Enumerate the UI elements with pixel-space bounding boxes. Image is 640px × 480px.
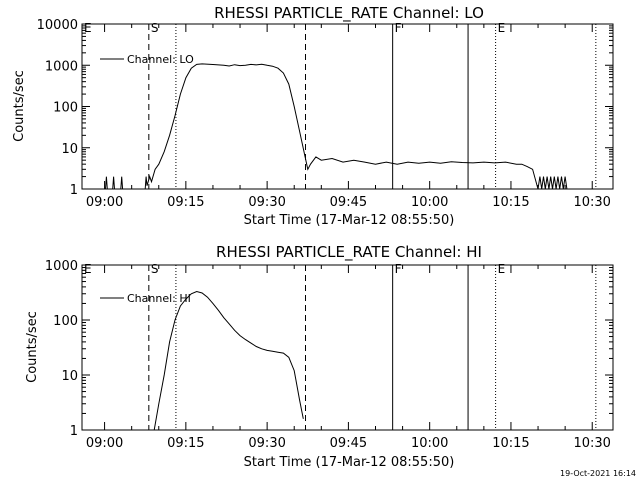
plot-frame [81,264,614,431]
chart-title: RHESSI PARTICLE_RATE Channel: LO [214,4,484,23]
x-tick-label: 10:00 [411,436,448,451]
x-axis: 09:00 09:15 09:30 09:45 10:00 10:15 10:30 [86,24,611,210]
time-marker-label: S [151,21,159,35]
x-tick-label: 10:15 [492,436,529,451]
y-axis: 1 10 100 1000 [45,259,613,439]
y-axis-label: Counts/sec [25,311,40,383]
time-marker-label: F [395,21,402,35]
time-marker-label: E [84,21,92,35]
time-marker-label: S [151,262,159,276]
y-tick-label: 100 [53,101,78,116]
time-marker-label: E [498,21,506,35]
footer-timestamp: 19-Oct-2021 16:14 [560,469,636,478]
x-tick-label: 10:30 [573,436,610,451]
x-tick-label: 09:00 [86,436,123,451]
legend-label: Channel: HI [127,292,191,305]
y-tick-label: 1000 [45,259,78,274]
x-tick-label: 10:15 [492,195,529,210]
x-tick-label: 09:30 [248,195,285,210]
x-tick-label: 09:45 [330,195,367,210]
x-tick-label: 09:45 [330,436,367,451]
x-tick-label: 09:00 [86,195,123,210]
legend: Channel: LO [100,53,194,66]
chart-title: RHESSI PARTICLE_RATE Channel: HI [216,243,482,262]
x-axis-label: Start Time (17-Mar-12 08:55:50) [244,213,455,228]
series-line-lo [105,63,568,190]
y-tick-label: 10000 [37,18,78,33]
x-tick-label: 09:15 [167,436,204,451]
y-tick-label: 1000 [45,59,78,74]
time-marker-label: F [395,262,402,276]
legend-label: Channel: LO [127,53,194,66]
time-marker-label: E [84,262,92,276]
chart-panel-hi: RHESSI PARTICLE_RATE Channel: HI 1101001… [25,243,614,470]
x-axis: 09:00 09:15 09:30 09:45 10:00 10:15 10:30 [86,265,611,451]
y-axis: 1 10 100 1000 10000 [37,18,613,198]
legend: Channel: HI [100,292,191,305]
y-tick-label: 1 [70,183,78,198]
x-axis-label: Start Time (17-Mar-12 08:55:50) [244,455,455,470]
x-tick-label: 09:15 [167,195,204,210]
x-tick-label: 10:30 [573,195,610,210]
y-tick-label: 1 [70,424,78,439]
series-line-hi [153,290,304,431]
y-tick-label: 100 [53,314,78,329]
x-tick-label: 09:30 [248,436,285,451]
chart-panel-lo: RHESSI PARTICLE_RATE Channel: LO 1101001… [12,4,614,228]
x-tick-label: 10:00 [411,195,448,210]
y-axis-label: Counts/sec [12,70,27,142]
y-tick-label: 10 [61,142,78,157]
y-tick-label: 10 [61,369,78,384]
time-marker-label: E [498,262,506,276]
plot-frame [81,23,614,190]
